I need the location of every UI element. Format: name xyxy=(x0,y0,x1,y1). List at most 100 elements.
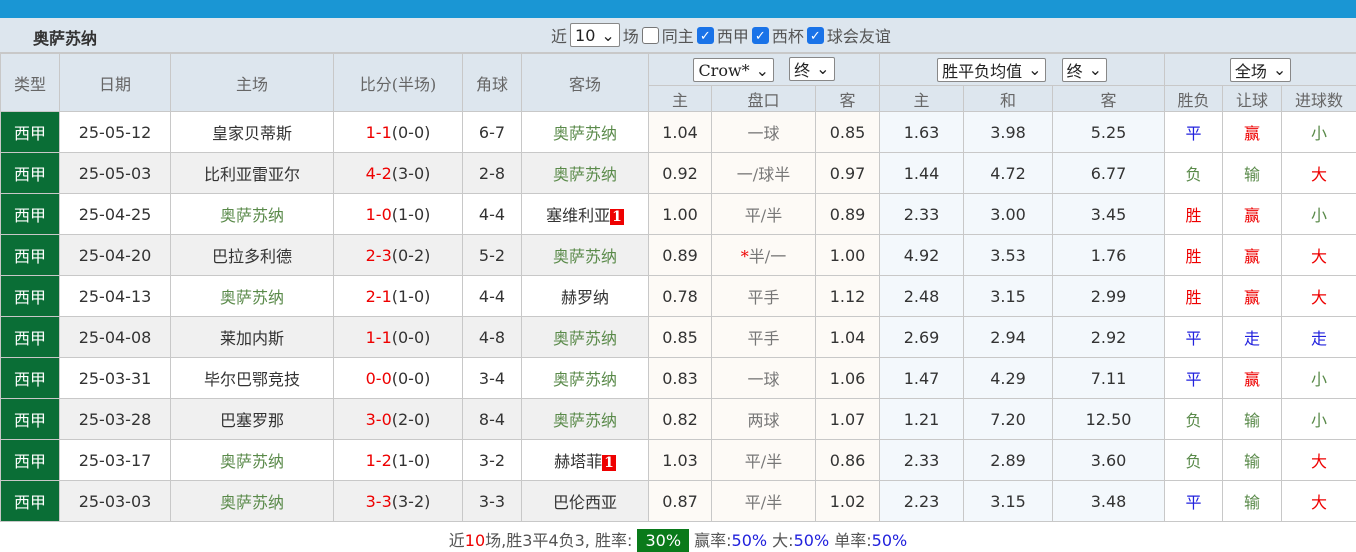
avg-select[interactable]: 胜平负均值⌄ xyxy=(937,58,1046,82)
summary-count: 10 xyxy=(465,531,485,550)
half-time-score: (3-2) xyxy=(392,492,431,511)
result: 负 xyxy=(1165,153,1223,194)
away-team-name: 奥萨苏纳 xyxy=(553,165,617,184)
away-team[interactable]: 奥萨苏纳 xyxy=(522,399,649,440)
goals-result: 大 xyxy=(1282,276,1356,317)
home-team[interactable]: 比利亚雷亚尔 xyxy=(171,153,334,194)
odds-away: 6.77 xyxy=(1053,153,1165,194)
score[interactable]: 2-3(0-2) xyxy=(334,235,463,276)
handicap-home-odds: 0.82 xyxy=(649,399,712,440)
goals-result: 小 xyxy=(1282,399,1356,440)
home-team[interactable]: 奥萨苏纳 xyxy=(171,194,334,235)
home-team[interactable]: 巴拉多利德 xyxy=(171,235,334,276)
top-bar xyxy=(0,0,1356,18)
filter-checkbox[interactable]: ✓ xyxy=(697,27,714,44)
col-corner: 角球 xyxy=(463,54,522,112)
odd-rate: 50% xyxy=(872,531,908,550)
away-team-name: 奥萨苏纳 xyxy=(553,124,617,143)
score[interactable]: 1-1(0-0) xyxy=(334,317,463,358)
count-select[interactable]: 10⌄ xyxy=(570,23,620,47)
score[interactable]: 1-1(0-0) xyxy=(334,112,463,153)
match-date: 25-03-17 xyxy=(60,440,171,481)
col-date: 日期 xyxy=(60,54,171,112)
company-select[interactable]: Crow*⌄ xyxy=(693,58,774,82)
full-time-score: 2-3 xyxy=(366,246,392,265)
home-team[interactable]: 毕尔巴鄂竞技 xyxy=(171,358,334,399)
result: 平 xyxy=(1165,481,1223,522)
europe-group: 胜平负均值⌄ 终⌄ xyxy=(880,54,1165,86)
half-time-score: (0-0) xyxy=(392,328,431,347)
period-select[interactable]: 终⌄ xyxy=(1062,58,1107,82)
odds-draw: 4.29 xyxy=(964,358,1053,399)
filter-label: 西甲 xyxy=(717,23,749,47)
same-home-checkbox[interactable] xyxy=(642,27,659,44)
odds-home: 1.63 xyxy=(880,112,964,153)
corners: 8-4 xyxy=(463,399,522,440)
home-team[interactable]: 奥萨苏纳 xyxy=(171,481,334,522)
filter-checkbox[interactable]: ✓ xyxy=(752,27,769,44)
match-date: 25-04-20 xyxy=(60,235,171,276)
period-select[interactable]: 终⌄ xyxy=(789,57,834,81)
result: 胜 xyxy=(1165,235,1223,276)
games-label: 场 xyxy=(623,23,639,47)
red-card-badge: 1 xyxy=(610,209,624,225)
score[interactable]: 1-2(1-0) xyxy=(334,440,463,481)
handicap-line-text: 平手 xyxy=(747,329,779,348)
result: 负 xyxy=(1165,399,1223,440)
summary-text: 单率: xyxy=(834,531,871,550)
odds-away: 3.45 xyxy=(1053,194,1165,235)
odds-away: 5.25 xyxy=(1053,112,1165,153)
full-time-score: 4-2 xyxy=(366,164,392,183)
odds-draw: 3.00 xyxy=(964,194,1053,235)
score[interactable]: 0-0(0-0) xyxy=(334,358,463,399)
handicap-away-odds: 0.86 xyxy=(816,440,880,481)
away-team[interactable]: 巴伦西亚 xyxy=(522,481,649,522)
near-label: 近 xyxy=(551,23,567,47)
match-date: 25-04-08 xyxy=(60,317,171,358)
score[interactable]: 3-3(3-2) xyxy=(334,481,463,522)
away-team[interactable]: 奥萨苏纳 xyxy=(522,317,649,358)
away-team-name: 奥萨苏纳 xyxy=(553,247,617,266)
handicap-result: 输 xyxy=(1223,481,1282,522)
away-team[interactable]: 赫罗纳 xyxy=(522,276,649,317)
handicap-away-odds: 1.04 xyxy=(816,317,880,358)
away-team[interactable]: 奥萨苏纳 xyxy=(522,235,649,276)
corners: 3-3 xyxy=(463,481,522,522)
odds-home: 1.21 xyxy=(880,399,964,440)
score[interactable]: 4-2(3-0) xyxy=(334,153,463,194)
half-time-score: (0-0) xyxy=(392,123,431,142)
score[interactable]: 2-1(1-0) xyxy=(334,276,463,317)
handicap-result: 赢 xyxy=(1223,235,1282,276)
handicap-line: 一球 xyxy=(712,358,816,399)
home-team[interactable]: 皇家贝蒂斯 xyxy=(171,112,334,153)
corners: 3-2 xyxy=(463,440,522,481)
odds-home: 2.33 xyxy=(880,194,964,235)
away-team-name: 巴伦西亚 xyxy=(553,493,617,512)
home-team[interactable]: 奥萨苏纳 xyxy=(171,276,334,317)
league-badge: 西甲 xyxy=(1,399,60,440)
away-team[interactable]: 奥萨苏纳 xyxy=(522,153,649,194)
handicap-result: 输 xyxy=(1223,440,1282,481)
home-team[interactable]: 莱加内斯 xyxy=(171,317,334,358)
home-team[interactable]: 巴塞罗那 xyxy=(171,399,334,440)
odds-home: 2.69 xyxy=(880,317,964,358)
score[interactable]: 1-0(1-0) xyxy=(334,194,463,235)
filter-checkbox[interactable]: ✓ xyxy=(807,27,824,44)
corners: 4-4 xyxy=(463,276,522,317)
score[interactable]: 3-0(2-0) xyxy=(334,399,463,440)
goals-result: 大 xyxy=(1282,153,1356,194)
away-team[interactable]: 奥萨苏纳 xyxy=(522,358,649,399)
scope-select[interactable]: 全场⌄ xyxy=(1230,58,1291,82)
corners: 4-8 xyxy=(463,317,522,358)
handicap-line: 平/半 xyxy=(712,440,816,481)
home-team[interactable]: 奥萨苏纳 xyxy=(171,440,334,481)
handicap-away-odds: 0.97 xyxy=(816,153,880,194)
col-h-home: 主 xyxy=(649,86,712,112)
goals-result: 小 xyxy=(1282,112,1356,153)
col-e-home: 主 xyxy=(880,86,964,112)
col-h-away: 客 xyxy=(816,86,880,112)
away-team[interactable]: 奥萨苏纳 xyxy=(522,112,649,153)
